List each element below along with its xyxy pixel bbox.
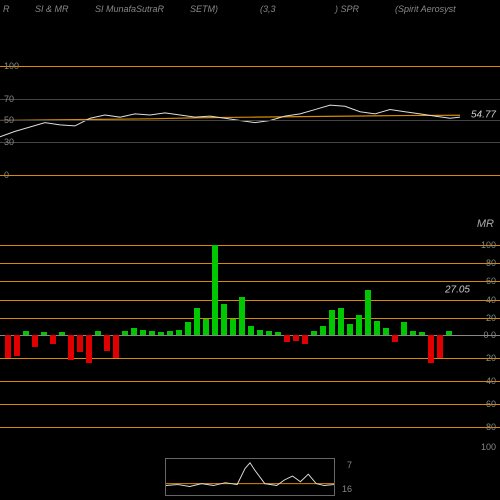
bar-negative: [68, 335, 74, 360]
header-text: R: [3, 4, 10, 14]
bar-positive: [95, 331, 101, 336]
bar-negative: [113, 335, 119, 358]
bar-negative: [437, 335, 443, 358]
gridline: [0, 99, 500, 100]
bar-positive: [329, 310, 335, 335]
si-line-chart: 100705030054.77: [0, 55, 500, 175]
gridline: [0, 245, 500, 246]
bar-negative: [104, 335, 110, 351]
bar-negative: [32, 335, 38, 347]
gridline: [0, 281, 500, 282]
bar-positive: [356, 315, 362, 335]
current-value-label: 27.05: [445, 285, 470, 296]
bar-negative: [293, 335, 299, 341]
chart-header: R SI & MR SI MunafaSutraR SETM) (3,3 ) SPR (Sp…: [0, 4, 500, 18]
y-axis-label: 20: [486, 353, 496, 363]
gridline: [0, 263, 500, 264]
y-axis-label: 40: [486, 295, 496, 305]
bar-positive: [203, 319, 209, 335]
gridline: [0, 427, 500, 428]
y-axis-label: 80: [486, 258, 496, 268]
bar-positive: [149, 331, 155, 335]
bar-positive: [374, 321, 380, 335]
bar-positive: [212, 245, 218, 335]
mr-bar-chart: MR 100806040200 02040608010027.05: [0, 230, 500, 430]
bar-negative: [5, 335, 11, 358]
si-line-paths: [0, 55, 460, 175]
bar-positive: [320, 326, 326, 335]
header-text: SI & MR: [35, 4, 69, 14]
bar-positive: [221, 304, 227, 336]
y-axis-label: 80: [486, 422, 496, 432]
bar-negative: [86, 335, 92, 363]
bar-positive: [266, 331, 272, 335]
y-axis-label: 50: [4, 115, 14, 125]
mini-axis-label: 7: [347, 460, 352, 470]
bar-negative: [50, 335, 56, 344]
bar-positive: [194, 308, 200, 335]
header-text: (3,3: [260, 4, 276, 14]
gridline: [0, 300, 500, 301]
bar-negative: [392, 335, 398, 342]
gridline: [0, 381, 500, 382]
bar-positive: [419, 332, 425, 335]
bar-positive: [383, 328, 389, 335]
y-axis-label: 60: [486, 276, 496, 286]
mini-chart: 716: [165, 458, 335, 496]
bar-positive: [23, 331, 29, 335]
gridline: [0, 318, 500, 319]
bar-positive: [140, 330, 146, 335]
bar-positive: [158, 332, 164, 335]
y-axis-label: 70: [4, 94, 14, 104]
bar-positive: [41, 332, 47, 335]
bar-positive: [257, 330, 263, 335]
bar-negative: [14, 335, 20, 356]
gridline: [0, 175, 500, 176]
y-axis-label: 100: [481, 240, 496, 250]
y-axis-label: 100: [4, 61, 19, 71]
y-axis-label: 60: [486, 399, 496, 409]
mr-panel-label: MR: [477, 218, 494, 230]
mini-chart-paths: [166, 459, 334, 495]
bar-positive: [410, 331, 416, 335]
bar-positive: [59, 332, 65, 335]
bar-positive: [230, 319, 236, 335]
bar-positive: [122, 331, 128, 335]
y-axis-label: 40: [486, 376, 496, 386]
bar-negative: [284, 335, 290, 342]
mini-axis-label: 16: [342, 484, 352, 494]
gridline: [0, 120, 500, 121]
header-text: SI MunafaSutraR: [95, 4, 164, 14]
y-axis-label: 0: [4, 170, 9, 180]
y-axis-label: 100: [481, 442, 496, 452]
y-axis-label: 30: [4, 137, 14, 147]
y-axis-label: 0 0: [483, 330, 496, 340]
header-text: ) SPR: [335, 4, 359, 14]
current-value-label: 54.77: [471, 110, 496, 121]
bar-positive: [167, 331, 173, 335]
gridline: [0, 142, 500, 143]
gridline: [0, 404, 500, 405]
y-axis-label: 20: [486, 313, 496, 323]
gridline: [0, 358, 500, 359]
bar-negative: [77, 335, 83, 352]
bar-positive: [275, 332, 281, 335]
bar-negative: [428, 335, 434, 363]
bar-positive: [311, 331, 317, 336]
bar-positive: [131, 328, 137, 335]
bar-negative: [302, 335, 308, 344]
header-text: (Spirit Aerosyst: [395, 4, 456, 14]
bar-positive: [401, 322, 407, 335]
bar-positive: [239, 297, 245, 335]
bar-positive: [365, 290, 371, 335]
bar-positive: [176, 330, 182, 335]
bar-positive: [347, 324, 353, 335]
gridline: [0, 66, 500, 67]
bar-positive: [446, 331, 452, 335]
header-text: SETM): [190, 4, 218, 14]
bar-positive: [338, 308, 344, 335]
bar-positive: [248, 326, 254, 335]
zero-line: [0, 335, 500, 336]
bar-positive: [185, 322, 191, 336]
